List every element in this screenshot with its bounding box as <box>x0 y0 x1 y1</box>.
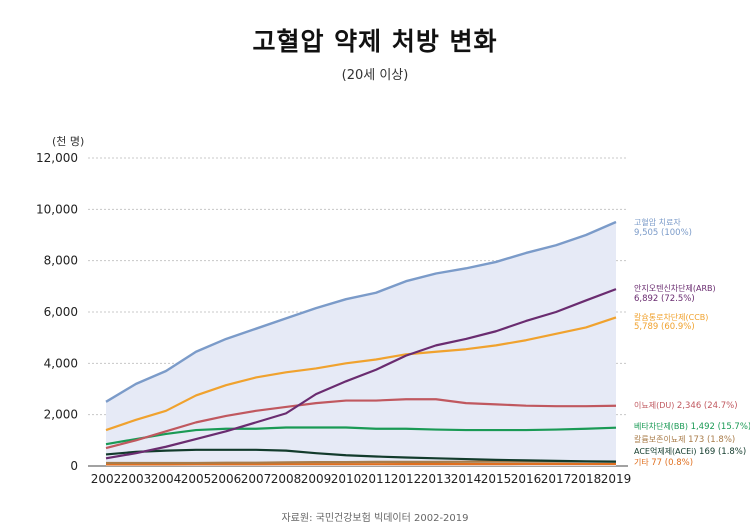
x-tick-label: 2012 <box>391 472 422 486</box>
series-label: 안지오텐신차단제(ARB) <box>634 283 716 293</box>
x-tick-label: 2019 <box>601 472 632 486</box>
series-value-label: 6,892 (72.5%) <box>634 294 695 304</box>
y-axis-ticks: 0 2,000 4,000 6,000 8,000 10,000 12,000 <box>36 151 78 473</box>
x-tick-label: 2008 <box>271 472 302 486</box>
page-title: 고혈압 약제 처방 변화 <box>252 27 498 56</box>
x-tick-label: 2016 <box>511 472 542 486</box>
x-tick-label: 2004 <box>151 472 182 486</box>
series-lines <box>105 220 617 466</box>
series-value-label: 1,492 (15.7%) <box>691 422 750 432</box>
y-tick-label: 10,000 <box>36 202 78 216</box>
x-tick-label: 2002 <box>91 472 122 486</box>
x-tick-label: 2009 <box>301 472 332 486</box>
x-tick-label: 2014 <box>451 472 482 486</box>
series-line <box>105 398 617 450</box>
source-note: 자료원: 국민건강보험 빅데이터 2002-2019 <box>281 513 469 524</box>
series-line <box>105 288 617 460</box>
x-tick-label: 2006 <box>211 472 242 486</box>
series-label: 기타 77 (0.8%) <box>634 458 693 468</box>
y-tick-label: 12,000 <box>36 151 78 165</box>
series-value-label: 9,505 (100%) <box>634 228 692 238</box>
x-tick-label: 2010 <box>331 472 362 486</box>
y-tick-label: 4,000 <box>44 356 78 370</box>
x-tick-label: 2003 <box>121 472 152 486</box>
series-line <box>105 448 617 463</box>
series-line <box>105 220 617 403</box>
x-axis-ticks: 2002 2003 2004 2005 2006 2007 2008 2009 2010 2011… <box>91 472 632 486</box>
x-tick-label: 2007 <box>241 472 272 486</box>
x-tick-label: 2013 <box>421 472 452 486</box>
y-tick-label: 0 <box>70 459 78 473</box>
y-axis-unit: (천 명) <box>52 134 84 148</box>
series-label: 칼륨보존이뇨제 173 (1.8%) <box>634 434 735 445</box>
series-label: 고혈압 치료자 <box>634 217 681 227</box>
y-tick-label: 6,000 <box>44 305 78 319</box>
x-tick-label: 2015 <box>481 472 512 486</box>
series-value-label: 173 (1.8%) <box>688 435 735 445</box>
x-tick-label: 2011 <box>361 472 392 486</box>
series-line <box>105 316 617 432</box>
y-tick-label: 2,000 <box>44 408 78 422</box>
series-label: 칼슘통로차단제(CCB) <box>634 312 708 322</box>
series-label: 이뇨제(DU) 2,346 (24.7%) <box>634 400 738 411</box>
x-tick-label: 2005 <box>181 472 212 486</box>
series-line <box>106 460 617 465</box>
series-value-label: 5,789 (60.9%) <box>634 322 695 332</box>
series-value-label: 77 (0.8%) <box>651 458 693 468</box>
series-value-label: 169 (1.8%) <box>699 447 746 457</box>
series-line <box>105 426 617 446</box>
x-tick-label: 2017 <box>541 472 572 486</box>
y-tick-label: 8,000 <box>44 254 78 268</box>
series-label: 베타차단제(BB) 1,492 (15.7%) <box>634 421 750 432</box>
page-subtitle: (20세 이상) <box>341 68 409 83</box>
x-tick-label: 2018 <box>571 472 602 486</box>
series-label: ACE억제제(ACEi) 169 (1.8%) <box>634 446 746 457</box>
series-value-label: 2,346 (24.7%) <box>677 401 738 411</box>
